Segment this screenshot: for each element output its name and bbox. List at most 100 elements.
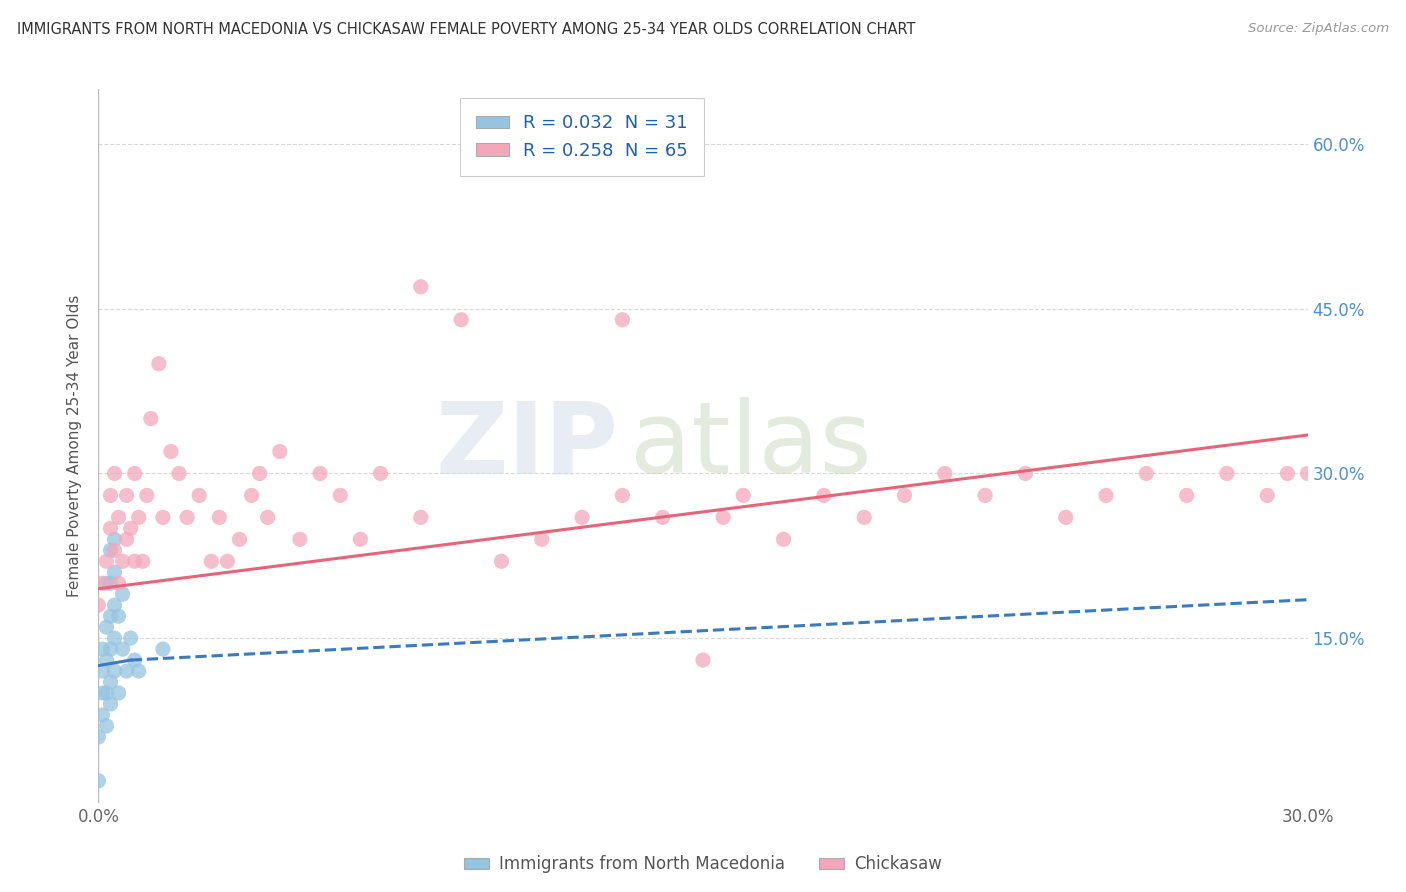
Point <box>91 708 114 723</box>
Point <box>132 554 155 568</box>
Point <box>100 697 122 711</box>
Point <box>249 467 271 481</box>
Text: Source: ZipAtlas.com: Source: ZipAtlas.com <box>1249 22 1389 36</box>
Point <box>491 554 513 568</box>
Point <box>148 357 170 371</box>
Point <box>240 488 263 502</box>
Y-axis label: Female Poverty Among 25-34 Year Olds: Female Poverty Among 25-34 Year Olds <box>67 295 83 597</box>
Point <box>409 510 432 524</box>
Point <box>160 444 183 458</box>
Point <box>309 467 332 481</box>
Point <box>152 510 174 524</box>
Point <box>409 280 432 294</box>
Point <box>1175 488 1198 502</box>
Point <box>103 533 125 547</box>
Point <box>87 773 110 788</box>
Point <box>124 467 146 481</box>
Point <box>733 488 755 502</box>
Point <box>370 467 392 481</box>
Point <box>96 554 118 568</box>
Point <box>96 686 118 700</box>
Legend: Immigrants from North Macedonia, Chickasaw: Immigrants from North Macedonia, Chickas… <box>458 849 948 880</box>
Point <box>100 642 122 657</box>
Point <box>103 543 125 558</box>
Point <box>188 488 211 502</box>
Point <box>100 675 122 690</box>
Point <box>269 444 291 458</box>
Point <box>1014 467 1036 481</box>
Point <box>813 488 835 502</box>
Point <box>571 510 593 524</box>
Point <box>87 730 110 744</box>
Point <box>107 510 129 524</box>
Point <box>256 510 278 524</box>
Point <box>107 686 129 700</box>
Point <box>711 510 734 524</box>
Point <box>96 653 118 667</box>
Point <box>111 642 134 657</box>
Point <box>100 609 122 624</box>
Point <box>115 533 138 547</box>
Point <box>974 488 997 502</box>
Point <box>91 642 114 657</box>
Point <box>1135 467 1157 481</box>
Point <box>87 598 110 612</box>
Point <box>200 554 222 568</box>
Point <box>115 664 138 678</box>
Point <box>111 554 134 568</box>
Point <box>139 411 162 425</box>
Point <box>96 576 118 591</box>
Point <box>103 598 125 612</box>
Point <box>612 312 634 326</box>
Point <box>100 576 122 591</box>
Point <box>288 533 311 547</box>
Text: ZIP: ZIP <box>436 398 619 494</box>
Point <box>612 488 634 502</box>
Point <box>91 576 114 591</box>
Point <box>124 554 146 568</box>
Point <box>103 631 125 645</box>
Point <box>103 664 125 678</box>
Point <box>128 664 150 678</box>
Point <box>450 312 472 326</box>
Point <box>530 533 553 547</box>
Point <box>96 620 118 634</box>
Point <box>651 510 673 524</box>
Point <box>692 653 714 667</box>
Point <box>1256 488 1278 502</box>
Point <box>100 543 122 558</box>
Point <box>103 566 125 580</box>
Point <box>91 686 114 700</box>
Point <box>1296 467 1319 481</box>
Point <box>349 533 371 547</box>
Point <box>91 664 114 678</box>
Point <box>208 510 231 524</box>
Text: IMMIGRANTS FROM NORTH MACEDONIA VS CHICKASAW FEMALE POVERTY AMONG 25-34 YEAR OLD: IMMIGRANTS FROM NORTH MACEDONIA VS CHICK… <box>17 22 915 37</box>
Point <box>772 533 794 547</box>
Point <box>107 609 129 624</box>
Point <box>100 521 122 535</box>
Point <box>1054 510 1077 524</box>
Point <box>100 488 122 502</box>
Point <box>1216 467 1239 481</box>
Point <box>853 510 876 524</box>
Point <box>120 631 142 645</box>
Point <box>217 554 239 568</box>
Point <box>329 488 352 502</box>
Point <box>893 488 915 502</box>
Point <box>934 467 956 481</box>
Point <box>107 576 129 591</box>
Point <box>103 467 125 481</box>
Point <box>120 521 142 535</box>
Text: atlas: atlas <box>630 398 872 494</box>
Point <box>1277 467 1299 481</box>
Point <box>128 510 150 524</box>
Point <box>135 488 157 502</box>
Point <box>176 510 198 524</box>
Point <box>124 653 146 667</box>
Point <box>152 642 174 657</box>
Point <box>96 719 118 733</box>
Point <box>1095 488 1118 502</box>
Point <box>115 488 138 502</box>
Point <box>111 587 134 601</box>
